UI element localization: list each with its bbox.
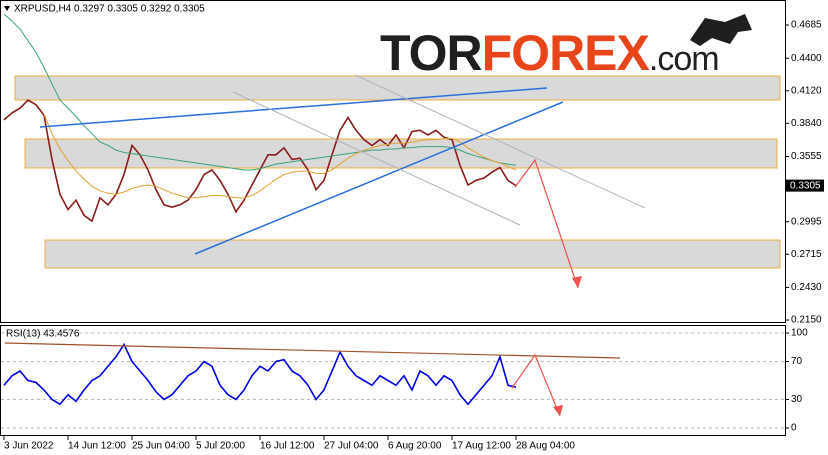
zone xyxy=(44,239,781,269)
logo: TORFOREX.com xyxy=(380,14,752,81)
y-tick-label: 0.2995 xyxy=(791,216,822,227)
series-line xyxy=(3,342,517,406)
y-tick-label: 70 xyxy=(791,356,803,367)
x-tick-label: 17 Aug 12:00 xyxy=(452,441,511,452)
channel-line xyxy=(232,91,521,226)
y-tick-label: 0 xyxy=(791,423,797,434)
logo-brand: TORFOREX.com xyxy=(380,25,719,81)
symbol-icon xyxy=(4,6,10,11)
y-tick-label: 0.2430 xyxy=(791,282,822,293)
series-line xyxy=(3,99,517,223)
x-tick-label: 16 Jul 12:00 xyxy=(260,441,315,452)
logo-bull xyxy=(690,14,752,46)
y-tick-label: 0.2150 xyxy=(791,315,822,326)
x-tick-label: 25 Jun 04:00 xyxy=(132,441,190,452)
y-tick-label: 0.4685 xyxy=(791,20,822,31)
rsi-title: RSI(13) 43.4576 xyxy=(6,329,80,340)
logo-suffix: .com xyxy=(649,40,719,78)
x-tick-label: 28 Aug 04:00 xyxy=(516,441,575,452)
y-tick-label: 0.3840 xyxy=(791,118,822,129)
y-tick-label: 30 xyxy=(791,394,803,405)
rsi-panel xyxy=(0,325,786,436)
zone xyxy=(14,75,781,101)
trend-line xyxy=(39,87,548,128)
plot xyxy=(1,13,785,429)
forecast-arrow xyxy=(514,158,579,289)
arrow-head xyxy=(572,276,582,288)
drawings xyxy=(4,74,646,417)
logo-brand-text: TOR xyxy=(380,25,483,81)
price-label: 0.3305 xyxy=(790,180,821,191)
y-tick-label: 0.2715 xyxy=(791,249,822,260)
y-tick-label: 0.3555 xyxy=(791,151,822,162)
y-tick-label: 0.4400 xyxy=(791,53,822,64)
series-line xyxy=(3,13,517,171)
series-line xyxy=(43,113,517,199)
price-label-box xyxy=(786,179,824,192)
y-tick-label: 0.4120 xyxy=(791,85,822,96)
channel-line xyxy=(354,74,646,209)
chart-title: XRPUSD,H4 0.3297 0.3305 0.3292 0.3305 xyxy=(14,4,205,15)
price-panel xyxy=(0,0,786,323)
arrow-head xyxy=(553,405,563,416)
logo-accent: FOREX xyxy=(482,25,650,81)
x-tick-label: 5 Jul 20:00 xyxy=(196,441,245,452)
rsi-trend-line xyxy=(4,342,621,359)
x-tick-label: 3 Jun 2022 xyxy=(4,441,54,452)
forecast-arrow xyxy=(511,353,561,417)
x-tick-label: 14 Jun 12:00 xyxy=(68,441,126,452)
trend-line xyxy=(194,101,564,255)
x-tick-label: 6 Aug 20:00 xyxy=(388,441,442,452)
x-tick-label: 27 Jul 04:00 xyxy=(324,441,379,452)
y-tick-label: 100 xyxy=(791,328,808,339)
